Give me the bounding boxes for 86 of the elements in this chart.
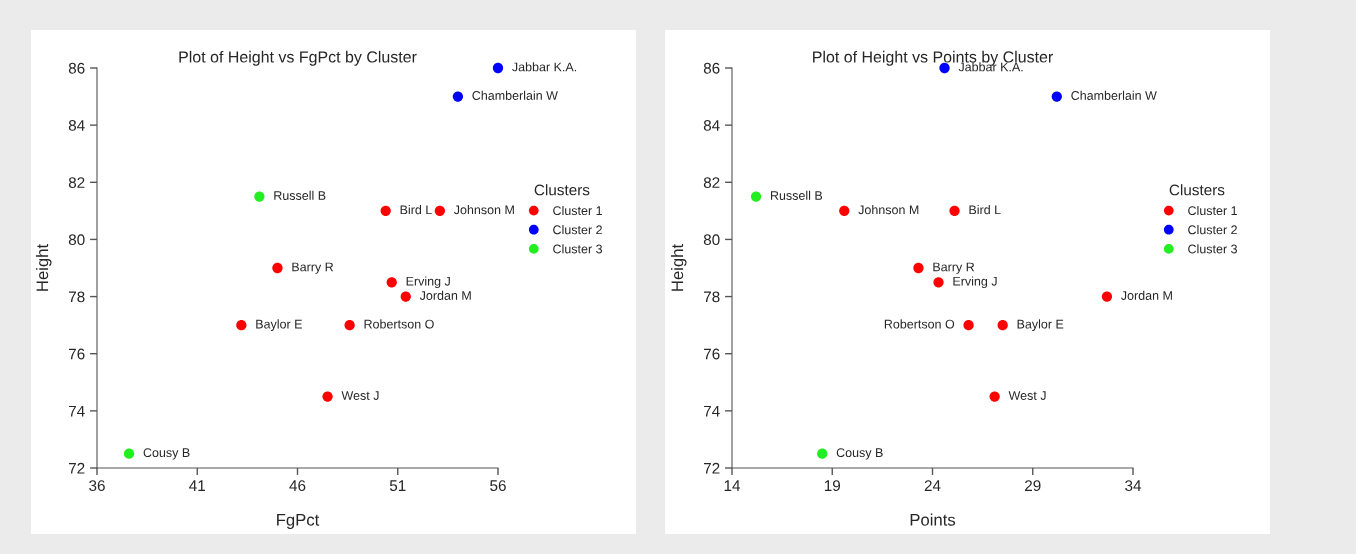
point	[1051, 91, 1062, 102]
x-tick-label: 24	[924, 480, 941, 491]
point	[997, 319, 1008, 331]
y-tick-label: 80	[703, 234, 720, 246]
y-tick-label: 86	[703, 62, 720, 74]
y-tick-label: 72	[68, 462, 85, 474]
annotation: Erving J	[406, 276, 450, 289]
x-axis-title: FgPct	[277, 514, 320, 530]
annotation: Jordan M	[1121, 290, 1172, 300]
point	[236, 319, 247, 331]
annotation: Erving J	[953, 276, 997, 289]
annotation: Johnson M	[453, 205, 514, 215]
point	[817, 448, 828, 459]
y-tick-label: 76	[68, 348, 85, 360]
point	[380, 205, 391, 217]
legend-label: Cluster 2	[553, 225, 602, 235]
annotation: Robertson O	[884, 319, 955, 329]
annotation: Russell B	[274, 190, 326, 200]
point	[949, 205, 960, 217]
point	[750, 191, 762, 202]
x-tick-label: 41	[189, 480, 205, 491]
x-tick-label: 34	[1125, 480, 1142, 492]
chart-title: Plot of Height vs FgPct by Cluster	[179, 50, 417, 66]
point	[123, 448, 135, 459]
annotation: Chamberlain W	[1071, 90, 1157, 100]
y-axis-title: Height	[36, 244, 52, 291]
annotation: Chamberlain W	[472, 90, 558, 100]
point	[989, 391, 1000, 402]
y-tick-label: 84	[68, 120, 85, 131]
point	[1101, 291, 1113, 302]
annotation: Baylor E	[1017, 319, 1064, 331]
point	[386, 277, 397, 288]
point	[452, 91, 464, 102]
annotation: Barry R	[292, 262, 334, 274]
y-tick-label: 72	[703, 462, 720, 474]
x-tick-label: 46	[289, 480, 306, 492]
point	[272, 262, 283, 274]
legend-title: Clusters	[1169, 184, 1225, 196]
annotation: West J	[341, 391, 379, 400]
legend-label: Cluster 1	[1188, 205, 1237, 216]
point	[939, 62, 950, 74]
point	[400, 291, 411, 302]
point	[492, 62, 504, 74]
y-tick-label: 74	[68, 405, 85, 417]
annotation: Jabbar K.A.	[512, 62, 577, 72]
y-tick-label: 76	[703, 348, 720, 360]
y-tick-label: 80	[68, 234, 85, 246]
y-tick-label: 74	[703, 405, 720, 417]
legend-label: Cluster 1	[553, 205, 602, 216]
y-tick-label: 86	[68, 62, 85, 74]
x-tick-label: 56	[490, 480, 506, 492]
x-tick-label: 29	[1025, 480, 1041, 492]
legend-title: Clusters	[534, 184, 590, 196]
legend-label: Cluster 2	[1188, 225, 1237, 235]
point	[963, 319, 974, 331]
point	[434, 205, 446, 217]
y-tick-label: 82	[703, 177, 720, 188]
point	[344, 319, 355, 331]
point	[839, 205, 850, 217]
annotation: Bird L	[400, 205, 432, 215]
y-tick-label: 84	[703, 120, 720, 131]
legend-label: Cluster 3	[1188, 244, 1237, 254]
annotation: Baylor E	[256, 319, 302, 331]
y-tick-label: 82	[68, 177, 85, 188]
x-tick-label: 51	[389, 480, 406, 492]
annotation: Johnson M	[858, 205, 919, 215]
x-tick-label: 14	[724, 480, 741, 491]
annotation: Jordan M	[419, 290, 471, 300]
legend-label: Cluster 3	[553, 244, 602, 254]
point	[322, 391, 333, 402]
point	[254, 191, 265, 202]
annotation: Cousy B	[836, 448, 883, 460]
annotation: Bird L	[969, 205, 1001, 215]
x-tick-label: 36	[89, 480, 105, 492]
y-axis-title: Height	[671, 244, 687, 291]
annotation: Barry R	[933, 262, 975, 274]
y-tick-label: 78	[68, 291, 85, 303]
x-tick-label: 19	[824, 480, 841, 492]
annotation: West J	[1008, 391, 1046, 400]
x-axis-title: Points	[910, 513, 956, 526]
point	[913, 262, 924, 274]
point	[933, 277, 944, 288]
annotation: Russell B	[770, 190, 823, 200]
y-tick-label: 78	[703, 291, 720, 303]
annotation: Cousy B	[143, 448, 190, 460]
annotation: Robertson O	[364, 319, 434, 329]
